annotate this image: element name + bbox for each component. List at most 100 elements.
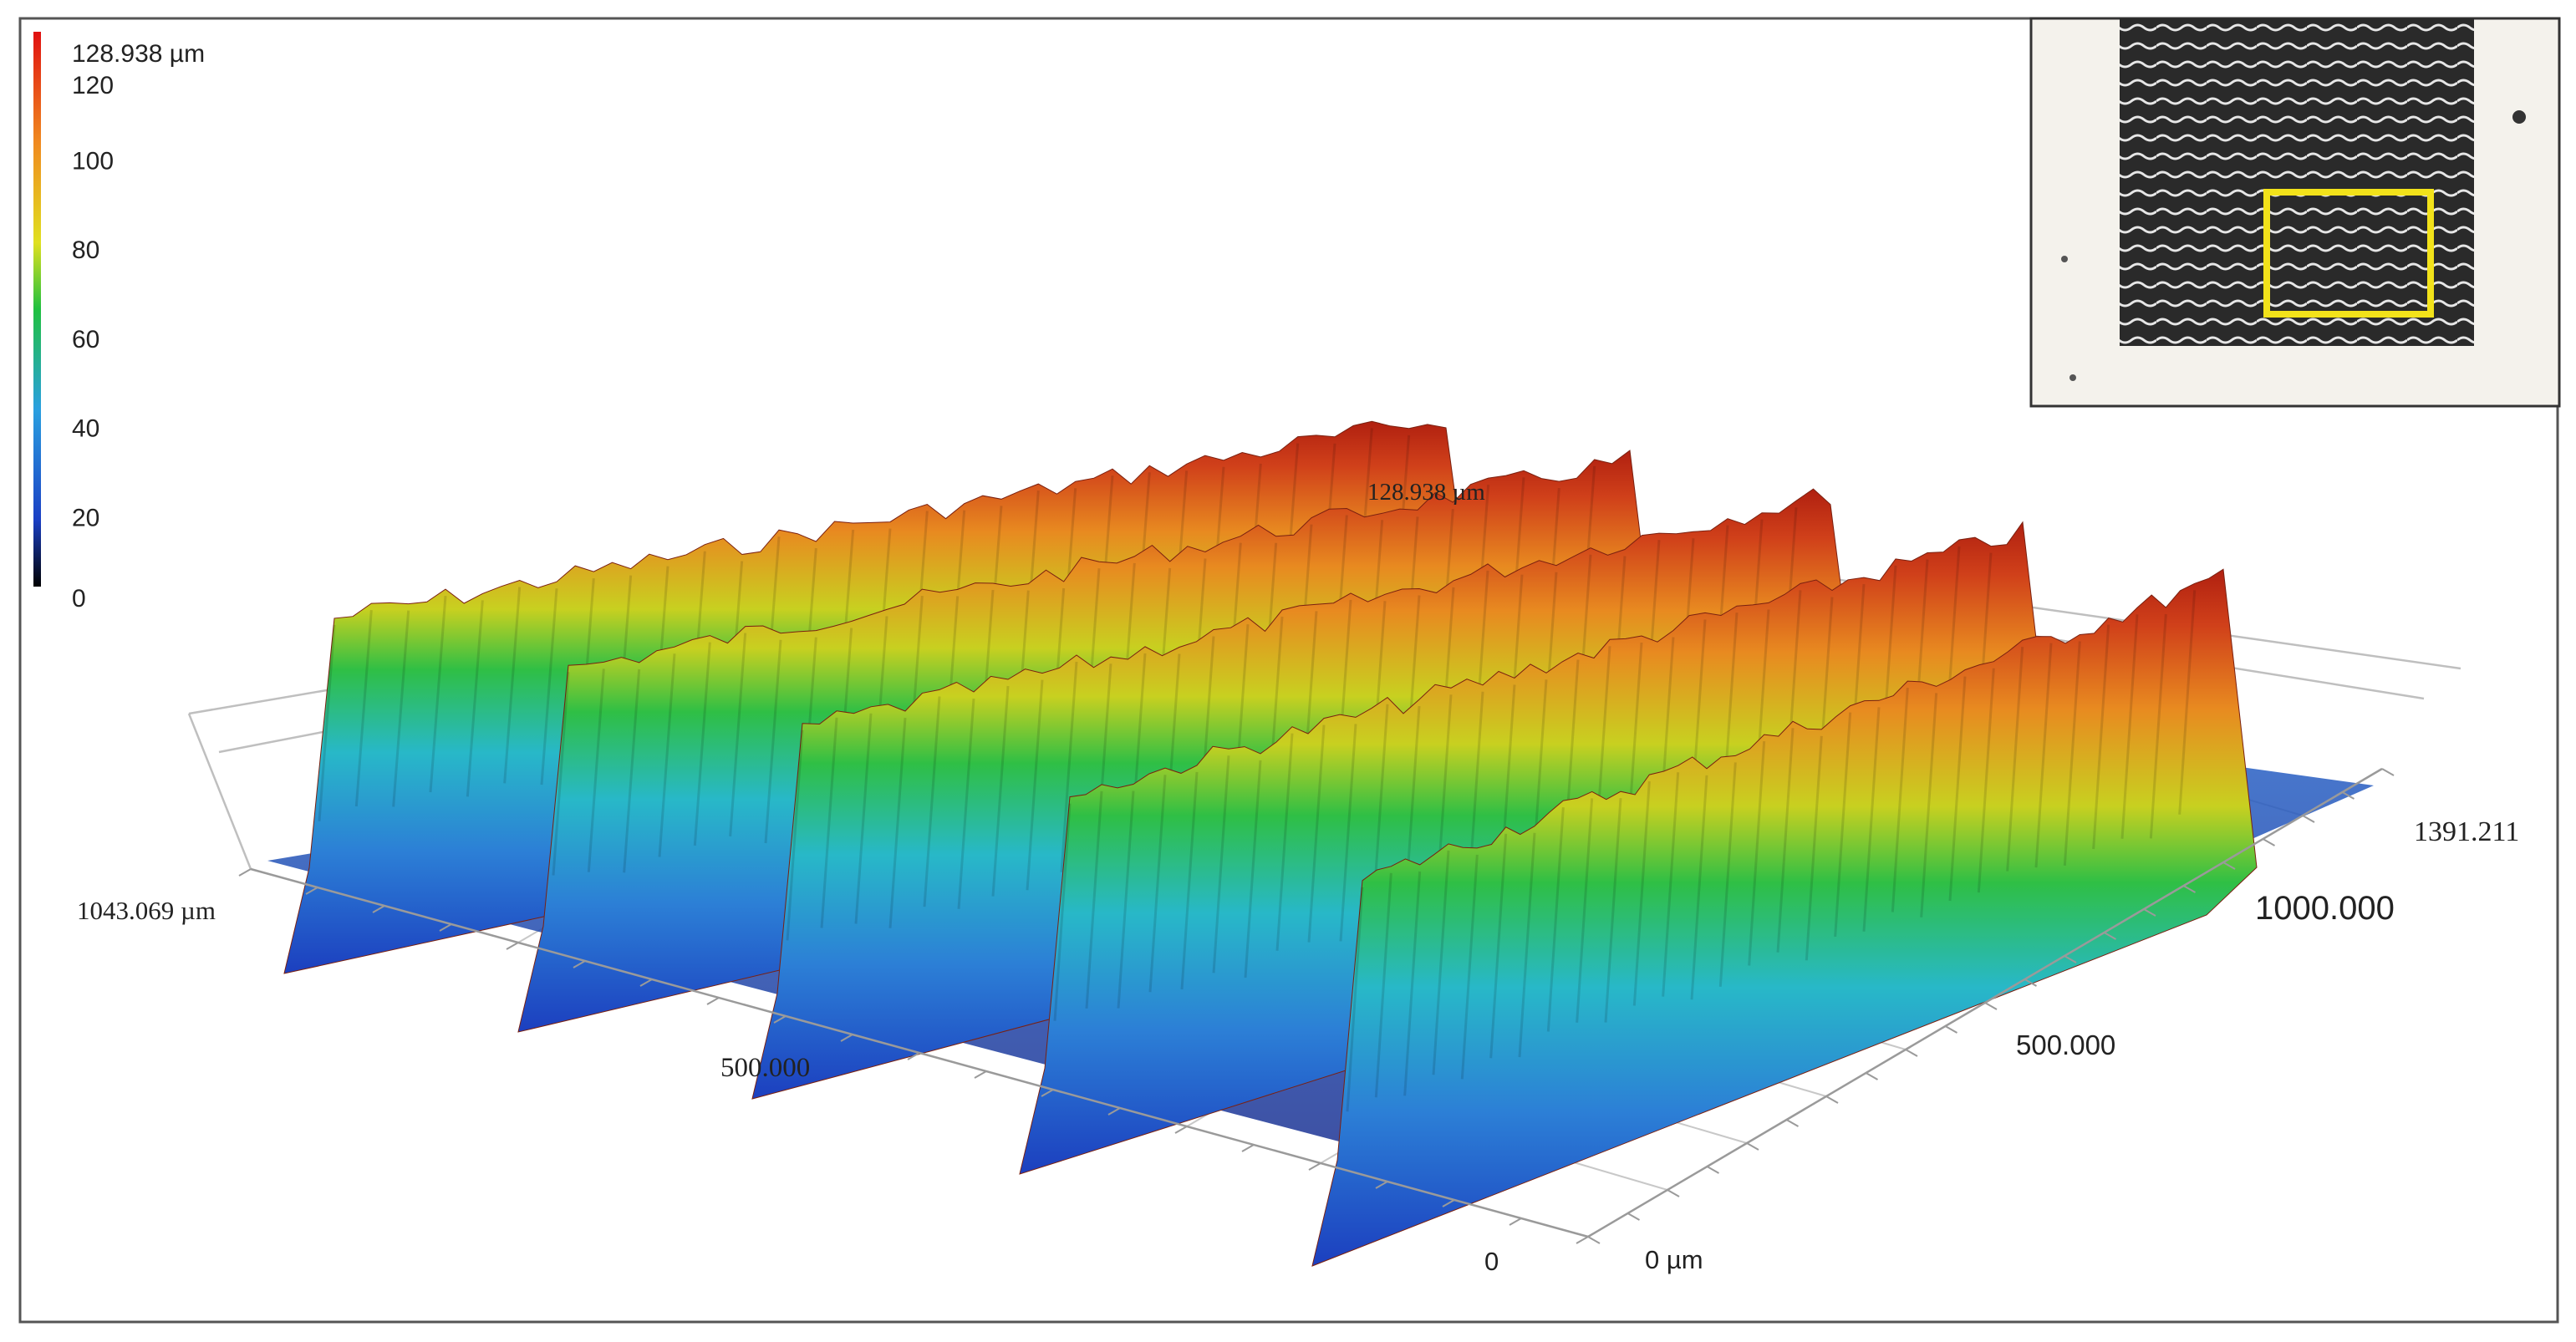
surface-ridges	[267, 420, 2374, 1267]
colorbar-max-label: 128.938 µm	[72, 40, 205, 68]
ridge-striation	[820, 717, 838, 928]
x-axis-tick	[639, 979, 653, 987]
y-axis-tick	[2024, 979, 2037, 987]
x-axis-tick	[840, 1034, 853, 1042]
ridge-striation	[1834, 712, 1852, 938]
inset-highlight-box	[2263, 189, 2434, 318]
ridge-striation	[693, 642, 711, 846]
ridge-striation	[854, 713, 873, 924]
y-axis-tick	[2183, 885, 2196, 893]
ridge-striation	[1690, 775, 1708, 1000]
x-axis-tick	[1107, 1107, 1121, 1116]
y-axis-tick	[1984, 1002, 1998, 1010]
x-axis-tick	[1375, 1181, 1388, 1189]
x-axis-tick	[1308, 1162, 1321, 1171]
ridge-striation	[888, 717, 907, 928]
ridge-striation	[1403, 871, 1422, 1096]
ridge-striation	[2178, 590, 2197, 815]
colorbar-tick-label: 60	[72, 326, 99, 353]
y-axis-tick	[1707, 1166, 1719, 1174]
ridge-striation	[1432, 850, 1450, 1075]
colorbar-tick-label: 40	[72, 415, 99, 443]
ridge-striation	[1662, 772, 1680, 997]
ridge-striation	[1374, 872, 1392, 1098]
x-axis-tick	[305, 887, 318, 895]
y-axis-tick	[2143, 908, 2156, 917]
colorbar-tick-label: 120	[72, 72, 114, 99]
x-axis-tick	[1442, 1199, 1455, 1207]
ridge-striation	[1805, 735, 1823, 961]
ridge-striation	[1085, 790, 1103, 1009]
y-axis-tick	[2104, 932, 2116, 940]
ridge-striation	[1632, 780, 1651, 1006]
ridge-striation	[503, 587, 522, 784]
ridge-striation	[1053, 803, 1072, 1021]
y-axis-tick	[1786, 1119, 1799, 1127]
x-axis-tick	[773, 1015, 787, 1024]
ridge-striation	[2092, 624, 2110, 850]
y-axis-max-label: 1391.211	[2414, 816, 2519, 847]
y-axis-tick	[1905, 1049, 1918, 1057]
colorbar-ticks: 120 100 80 60 40 20 0	[72, 72, 114, 613]
y-axis-tick	[1627, 1212, 1640, 1221]
ridge-striation	[1180, 771, 1199, 990]
ridge-striation	[1117, 790, 1135, 1009]
x-axis-origin-label: 0	[1484, 1247, 1499, 1276]
x-axis-tick	[238, 868, 252, 877]
ridge-striation	[1576, 798, 1594, 1023]
ridge-striation	[658, 653, 676, 857]
x-axis-max-label: 1043.069 µm	[77, 896, 216, 925]
ridge-striation	[2006, 647, 2024, 872]
colorbar-tick-label: 80	[72, 236, 99, 264]
colorbar	[33, 32, 41, 587]
x-axis-tick	[1041, 1089, 1054, 1097]
y-axis-origin-label: 0 µm	[1645, 1245, 1703, 1274]
ridge-striation	[1718, 762, 1737, 987]
ridge-striation	[540, 588, 558, 785]
y-axis-tick	[2222, 862, 2236, 870]
ridge-striation	[1026, 679, 1044, 891]
surface-ridge-5	[1311, 568, 2258, 1267]
ridge-striation	[1977, 668, 1995, 893]
y-axis-tick	[1746, 1142, 1759, 1151]
x-axis-tick	[1174, 1126, 1188, 1134]
y-axis-tick	[1945, 1025, 1957, 1034]
ridge-striation	[991, 685, 1010, 897]
y-axis-tick	[1587, 1236, 1601, 1244]
ridge-striation	[1244, 760, 1262, 979]
ridge-striation	[1489, 833, 1508, 1059]
y-axis-tick	[1825, 1095, 1839, 1104]
ridge-striation	[1546, 807, 1565, 1032]
x-axis-tick	[439, 923, 452, 932]
ridge-striation	[1212, 755, 1230, 973]
ridge-striation	[1920, 693, 1938, 918]
ridge-striation	[957, 698, 975, 909]
ridge-striation	[623, 668, 641, 873]
z-axis-max-label: 128.938 µm	[1367, 479, 1485, 506]
x-axis-tick	[506, 942, 519, 950]
x-axis-tick	[372, 905, 385, 913]
ridge-striation	[429, 596, 447, 793]
colorbar-tick-label: 0	[72, 585, 86, 613]
ridge-striation	[1518, 832, 1536, 1058]
ridge-striation	[354, 609, 373, 807]
colorbar-tick-label: 20	[72, 504, 99, 531]
ridge-striation	[2063, 641, 2081, 866]
y-axis-mid-label-500: 500.000	[2016, 1029, 2115, 1060]
ridge-striation	[1346, 887, 1364, 1112]
ridge-striation	[1862, 707, 1881, 932]
x-axis-mid-label: 500.000	[720, 1053, 810, 1083]
ridge-striation	[1339, 724, 1357, 942]
ridge-striation	[466, 600, 484, 797]
ridge-striation	[1148, 775, 1167, 993]
ridge-striation	[764, 639, 782, 844]
ridge-striation	[786, 729, 804, 941]
ridge-striation	[1060, 661, 1078, 872]
ridge-striation	[1275, 733, 1294, 951]
x-axis-tick	[907, 1052, 920, 1060]
ridge-striation	[318, 624, 336, 821]
y-axis-tick	[1866, 1072, 1878, 1080]
ridge-striation	[2120, 614, 2139, 839]
ridge-striation	[2149, 613, 2167, 839]
